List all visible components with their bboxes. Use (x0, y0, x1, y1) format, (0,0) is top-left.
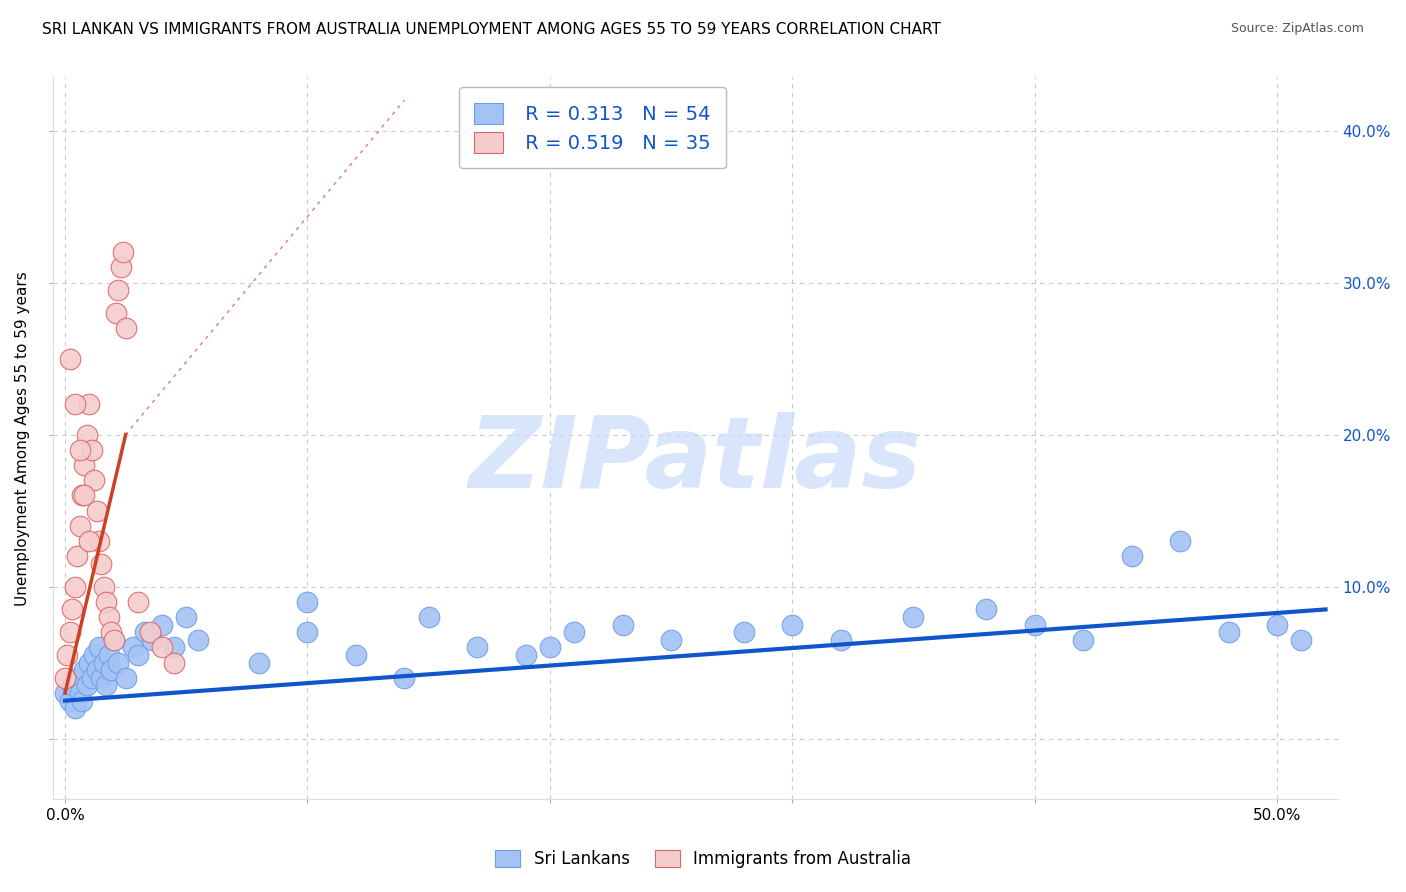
Point (903, 610, 925, 624)
Point (76, 427, 98, 442)
Point (150, 617, 173, 632)
Point (465, 640, 488, 655)
Point (70, 693, 93, 707)
Point (59, 693, 82, 707)
Point (80, 442, 103, 457)
Point (100, 625, 122, 640)
Point (150, 640, 173, 655)
Point (515, 648, 537, 662)
Point (77, 534, 100, 549)
Point (733, 625, 755, 640)
Point (83, 473, 105, 487)
Point (69, 519, 91, 533)
Point (86, 663, 108, 677)
Point (76, 678, 98, 692)
Point (110, 260, 132, 275)
Point (73, 488, 96, 502)
Point (66, 671, 89, 685)
Point (114, 321, 136, 335)
Point (127, 595, 149, 609)
Point (114, 671, 136, 685)
Point (60, 678, 83, 692)
Point (96, 595, 118, 609)
Point (63, 701, 86, 715)
Point (53, 671, 76, 685)
Point (69, 442, 91, 457)
Point (63, 397, 86, 411)
Point (103, 632, 125, 647)
Point (187, 632, 209, 647)
Text: Source: ZipAtlas.com: Source: ZipAtlas.com (1230, 22, 1364, 36)
Point (53, 686, 76, 700)
Point (1121, 549, 1143, 564)
Point (1071, 632, 1094, 647)
Y-axis label: Unemployment Among Ages 55 to 59 years: Unemployment Among Ages 55 to 59 years (15, 271, 30, 606)
Point (612, 617, 634, 632)
Point (1024, 617, 1046, 632)
Point (297, 625, 319, 640)
Point (100, 663, 122, 677)
Point (70, 488, 93, 502)
Point (80, 671, 103, 685)
Point (562, 625, 585, 640)
Point (139, 625, 162, 640)
Point (56, 648, 79, 662)
Point (112, 245, 135, 260)
Point (538, 640, 561, 655)
Point (174, 610, 197, 624)
Point (90, 671, 112, 685)
Point (1265, 617, 1288, 632)
Point (97, 648, 120, 662)
Point (780, 617, 803, 632)
Point (394, 671, 416, 685)
Point (103, 632, 125, 647)
Point (247, 656, 270, 670)
Point (96, 678, 118, 692)
Text: SRI LANKAN VS IMMIGRANTS FROM AUSTRALIA UNEMPLOYMENT AMONG AGES 55 TO 59 YEARS C: SRI LANKAN VS IMMIGRANTS FROM AUSTRALIA … (42, 22, 941, 37)
Point (163, 656, 186, 670)
Point (107, 283, 129, 297)
Legend: Sri Lankans, Immigrants from Australia: Sri Lankans, Immigrants from Australia (488, 843, 918, 875)
Point (1168, 534, 1191, 549)
Point (77, 656, 100, 670)
Point (1218, 625, 1240, 640)
Point (69, 686, 91, 700)
Point (127, 648, 149, 662)
Point (830, 632, 852, 647)
Point (73, 458, 96, 472)
Point (87, 640, 110, 655)
Point (90, 557, 112, 571)
Point (107, 656, 129, 670)
Point (87, 534, 110, 549)
Point (1291, 632, 1313, 647)
Point (93, 656, 115, 670)
Point (73, 663, 96, 677)
Point (141, 632, 163, 647)
Point (77, 397, 100, 411)
Point (659, 632, 682, 647)
Point (86, 503, 108, 517)
Point (134, 625, 156, 640)
Point (297, 595, 319, 609)
Point (418, 610, 440, 624)
Point (97, 610, 120, 624)
Point (83, 648, 105, 662)
Legend:  R = 0.313   N = 54,  R = 0.519   N = 35: R = 0.313 N = 54, R = 0.519 N = 35 (458, 87, 727, 169)
Point (163, 640, 186, 655)
Point (93, 580, 115, 594)
Point (59, 351, 82, 366)
Point (104, 306, 127, 320)
Point (59, 625, 82, 640)
Text: ZIPatlas: ZIPatlas (468, 411, 922, 508)
Point (60, 602, 83, 616)
Point (344, 648, 367, 662)
Point (122, 640, 145, 655)
Point (66, 549, 89, 564)
Point (974, 602, 997, 616)
Point (63, 580, 86, 594)
